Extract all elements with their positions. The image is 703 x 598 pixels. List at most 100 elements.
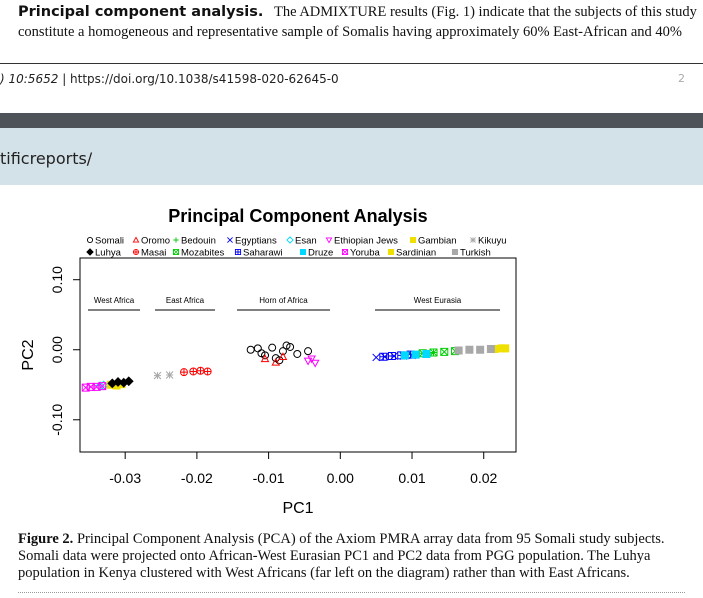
legend-label: Masai (141, 248, 166, 259)
point (293, 349, 302, 358)
point (271, 357, 281, 366)
point (257, 349, 266, 358)
dotted-rule (18, 592, 685, 593)
legend-label: Esan (295, 236, 317, 247)
point (179, 368, 188, 377)
paragraph-line: constitute a homogeneous and representat… (18, 24, 682, 40)
point (253, 344, 262, 353)
point (465, 345, 474, 354)
legend-marker (325, 237, 333, 244)
legend-marker (227, 237, 233, 243)
x-tick-label: -0.02 (181, 470, 213, 486)
region-label: East Africa (166, 296, 205, 305)
legend-label: Mozabites (181, 248, 225, 259)
point (501, 344, 510, 353)
point (246, 345, 255, 354)
text: The ADMIXTURE results (Fig. 1) indicate … (273, 4, 697, 20)
legend-marker (409, 236, 417, 244)
plot-frame (79, 257, 517, 453)
caption-line: Figure 2. Principal Component Analysis (… (18, 531, 665, 548)
legend-label: Luhya (95, 248, 122, 259)
legend-marker (173, 237, 179, 243)
banner (0, 128, 703, 185)
y-tick-label: 0.10 (49, 266, 65, 293)
legend-marker (172, 248, 180, 256)
volume: ) 10:5652 (0, 72, 59, 86)
chart-title: Principal Component Analysis (168, 206, 427, 226)
point (454, 346, 463, 355)
point (153, 371, 162, 380)
x-axis-label: PC1 (282, 500, 313, 517)
point (372, 353, 381, 362)
point (476, 345, 485, 354)
paragraph-line: Principal component analysis. The ADMIXT… (18, 4, 697, 21)
legend-label: Bedouin (181, 236, 216, 247)
legend-marker (86, 248, 94, 256)
point (422, 349, 431, 358)
legend-label: Egyptians (235, 236, 277, 247)
point (189, 367, 198, 376)
rule (0, 63, 703, 64)
point (400, 351, 409, 360)
point (268, 343, 277, 352)
region-label: Horn of Africa (259, 296, 308, 305)
caption-line: Somali data were projected onto African-… (18, 548, 651, 564)
legend-marker (299, 248, 307, 256)
point (387, 352, 396, 361)
point (304, 347, 313, 356)
legend-marker (451, 248, 459, 256)
x-tick-label: 0.01 (398, 470, 425, 486)
x-tick-label: 0.00 (327, 470, 354, 486)
point (271, 354, 280, 363)
legend-label: Druze (308, 248, 333, 259)
y-tick-label: -0.10 (49, 404, 65, 436)
legend-marker (341, 248, 349, 256)
point (278, 352, 288, 361)
legend-marker (470, 237, 476, 243)
point (411, 350, 420, 359)
doi: | https://doi.org/10.1038/s41598-020-626… (62, 72, 339, 86)
y-tick-label: 0.00 (49, 336, 65, 363)
legend-label: Oromo (141, 236, 170, 247)
legend-label: Ethiopian Jews (334, 236, 398, 247)
point (196, 366, 205, 375)
footer-citation: ) 10:5652 | https://doi.org/10.1038/s415… (0, 72, 339, 86)
legend-label: Sardinian (396, 248, 436, 259)
region-label: West Africa (94, 296, 135, 305)
legend-marker (132, 236, 140, 243)
legend-marker (86, 237, 94, 243)
legend-label: Gambian (418, 236, 457, 247)
point (278, 347, 287, 356)
point (486, 345, 495, 354)
caption: Figure 2. Principal Component Analysis (… (18, 531, 665, 582)
section-heading: Principal component analysis. (18, 4, 264, 20)
point (286, 342, 295, 351)
caption-label: Figure 2. (18, 531, 74, 547)
region-label: West Eurasia (414, 296, 462, 305)
point (307, 355, 316, 364)
point (203, 367, 212, 376)
point (310, 359, 320, 368)
page-number: 2 (678, 72, 685, 85)
point (261, 351, 270, 360)
point (165, 371, 174, 379)
banner-text: tificreports/ (0, 149, 93, 168)
legend-marker (234, 248, 242, 256)
point (275, 356, 284, 365)
x-tick-label: -0.03 (109, 470, 141, 486)
point (440, 347, 449, 356)
caption-line: population in Kenya clustered with West … (18, 565, 630, 581)
dark-bar (0, 113, 703, 128)
legend-label: Somali (95, 236, 124, 247)
point (113, 377, 123, 387)
y-axis-label: PC2 (20, 339, 37, 370)
point (260, 354, 270, 363)
x-tick-label: -0.01 (253, 470, 285, 486)
legend-marker (286, 236, 294, 244)
point (282, 341, 291, 350)
legend-label: Yoruba (350, 248, 380, 259)
legend-marker (132, 249, 140, 255)
legend-label: Saharawi (243, 248, 283, 259)
